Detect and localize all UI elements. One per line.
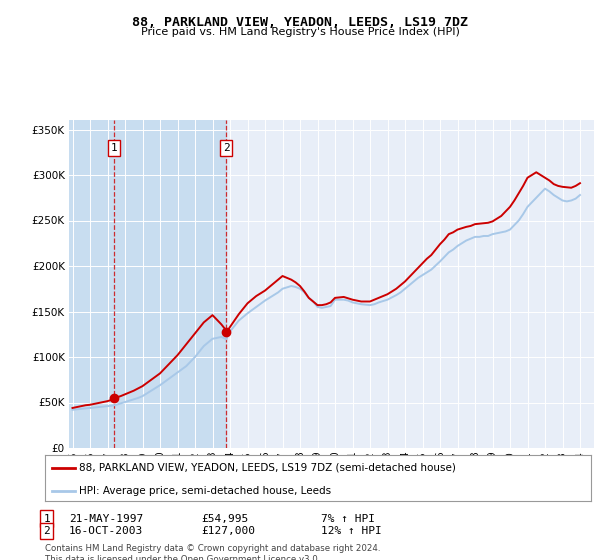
Text: 2: 2 — [43, 526, 50, 536]
Text: 21-MAY-1997: 21-MAY-1997 — [69, 514, 143, 524]
Text: HPI: Average price, semi-detached house, Leeds: HPI: Average price, semi-detached house,… — [79, 486, 332, 496]
Bar — [69, 120, 114, 448]
Text: 1: 1 — [43, 514, 50, 524]
Text: Contains HM Land Registry data © Crown copyright and database right 2024.
This d: Contains HM Land Registry data © Crown c… — [45, 544, 380, 560]
Text: 88, PARKLAND VIEW, YEADON, LEEDS, LS19 7DZ (semi-detached house): 88, PARKLAND VIEW, YEADON, LEEDS, LS19 7… — [79, 463, 456, 473]
Text: 88, PARKLAND VIEW, YEADON, LEEDS, LS19 7DZ: 88, PARKLAND VIEW, YEADON, LEEDS, LS19 7… — [132, 16, 468, 29]
Text: 2: 2 — [223, 143, 230, 153]
Text: 1: 1 — [111, 143, 118, 153]
Text: £54,995: £54,995 — [201, 514, 248, 524]
Text: 16-OCT-2003: 16-OCT-2003 — [69, 526, 143, 536]
Text: 12% ↑ HPI: 12% ↑ HPI — [321, 526, 382, 536]
Text: 7% ↑ HPI: 7% ↑ HPI — [321, 514, 375, 524]
Bar — [114, 120, 226, 448]
Text: Price paid vs. HM Land Registry's House Price Index (HPI): Price paid vs. HM Land Registry's House … — [140, 27, 460, 37]
Text: £127,000: £127,000 — [201, 526, 255, 536]
